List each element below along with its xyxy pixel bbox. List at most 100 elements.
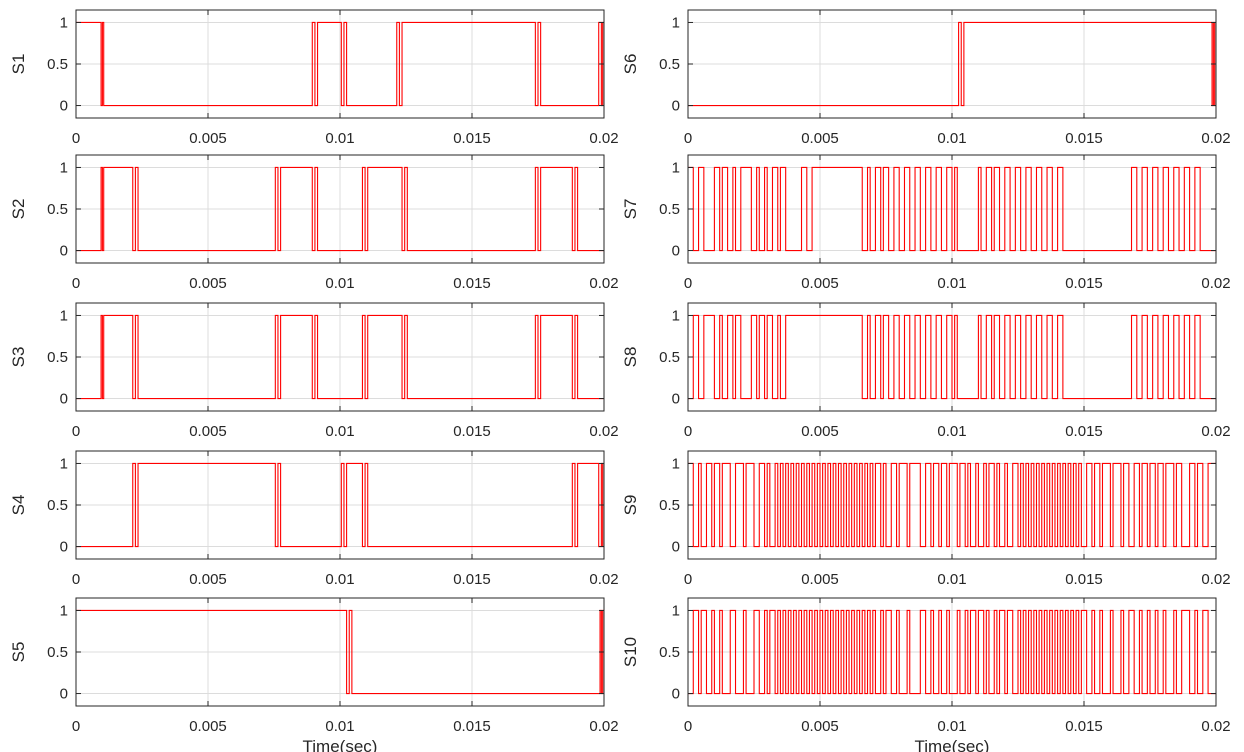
y-tick-label: 0: [60, 98, 68, 115]
y-tick-label: 1: [60, 14, 68, 31]
y-tick-label: 1: [60, 307, 68, 324]
subplot-s2: 0 0.005 0.01 0.015 0.02 0 0.5 1 S2: [9, 154, 619, 292]
y-tick-label: 0.5: [659, 56, 680, 73]
x-tick-label: 0.01: [325, 423, 354, 440]
subplot-s10: 0 0.005 0.01 0.015 0.02 0 0.5 1 S10 Time(sec): [621, 597, 1231, 752]
x-tick-label: 0: [72, 571, 80, 588]
x-tick-label: 0.015: [453, 718, 491, 735]
x-tick-label: 0.015: [453, 130, 491, 147]
x-tick-label: 0.005: [801, 423, 839, 440]
subplot-s3: 0 0.005 0.01 0.015 0.02 0 0.5 1 S3: [9, 302, 619, 440]
x-tick-label: 0.01: [937, 571, 966, 588]
y-axis-label: S2: [9, 199, 28, 220]
subplot-s4: 0 0.005 0.01 0.015 0.02 0 0.5 1 S4: [9, 450, 619, 588]
y-axis-label: S6: [621, 54, 640, 75]
x-tick-label: 0: [72, 275, 80, 292]
x-tick-label: 0: [72, 718, 80, 735]
y-axis-label: S3: [9, 347, 28, 368]
x-tick-label: 0.02: [589, 275, 618, 292]
y-tick-label: 0.5: [47, 644, 68, 661]
y-tick-label: 1: [60, 455, 68, 472]
y-axis-label: S7: [621, 199, 640, 220]
x-tick-label: 0.02: [1201, 571, 1230, 588]
y-axis-label: S8: [621, 347, 640, 368]
y-tick-label: 1: [672, 307, 680, 324]
y-axis-label: S10: [621, 637, 640, 667]
x-tick-label: 0: [72, 423, 80, 440]
x-tick-label: 0.005: [189, 718, 227, 735]
y-axis-label: S4: [9, 495, 28, 516]
y-tick-label: 0: [672, 243, 680, 260]
signal-line-s8: [688, 314, 1216, 400]
x-axis-label: Time(sec): [915, 737, 990, 752]
signal-line-s10: [688, 609, 1216, 695]
subplot-s7: 0 0.005 0.01 0.015 0.02 0 0.5 1 S7: [621, 154, 1231, 292]
x-tick-label: 0.01: [325, 718, 354, 735]
x-tick-label: 0.005: [189, 130, 227, 147]
x-tick-label: 0.015: [453, 275, 491, 292]
x-tick-label: 0.02: [1201, 130, 1230, 147]
x-tick-label: 0: [684, 275, 692, 292]
x-tick-label: 0.015: [1065, 718, 1103, 735]
y-axis-label: S9: [621, 495, 640, 516]
x-axis-label: Time(sec): [303, 737, 378, 752]
subplot-s5: 0 0.005 0.01 0.015 0.02 0 0.5 1 S5 Time(sec): [9, 597, 619, 752]
x-tick-label: 0.005: [801, 275, 839, 292]
x-tick-label: 0.015: [1065, 423, 1103, 440]
y-tick-label: 0: [60, 539, 68, 556]
y-tick-label: 0: [672, 686, 680, 703]
x-tick-label: 0.005: [189, 571, 227, 588]
y-axis-label: S1: [9, 54, 28, 75]
x-tick-label: 0.005: [801, 130, 839, 147]
x-tick-label: 0.01: [325, 571, 354, 588]
x-tick-label: 0.02: [589, 423, 618, 440]
x-tick-label: 0: [72, 130, 80, 147]
x-tick-label: 0.005: [189, 275, 227, 292]
y-tick-label: 0.5: [659, 201, 680, 218]
x-tick-label: 0.01: [937, 423, 966, 440]
signal-line-s2: [76, 166, 604, 252]
signal-line-s4: [76, 462, 604, 548]
x-tick-label: 0.01: [325, 275, 354, 292]
y-tick-label: 1: [60, 159, 68, 176]
x-tick-label: 0.02: [1201, 718, 1230, 735]
x-tick-label: 0: [684, 571, 692, 588]
signal-line-s1: [76, 21, 604, 107]
x-tick-label: 0.015: [1065, 571, 1103, 588]
y-tick-label: 1: [60, 602, 68, 619]
x-tick-label: 0.015: [453, 423, 491, 440]
y-tick-label: 0: [672, 539, 680, 556]
subplot-s6: 0 0.005 0.01 0.015 0.02 0 0.5 1 S6: [621, 9, 1231, 147]
subplot-s9: 0 0.005 0.01 0.015 0.02 0 0.5 1 S9: [621, 450, 1231, 588]
y-axis-label: S5: [9, 642, 28, 663]
y-tick-label: 0.5: [47, 201, 68, 218]
y-tick-label: 0.5: [659, 349, 680, 366]
y-tick-label: 0: [60, 391, 68, 408]
x-tick-label: 0.015: [453, 571, 491, 588]
x-tick-label: 0.01: [937, 130, 966, 147]
y-tick-label: 0.5: [47, 56, 68, 73]
signal-line-s3: [76, 314, 604, 400]
x-tick-label: 0.02: [1201, 423, 1230, 440]
y-tick-label: 1: [672, 602, 680, 619]
subplot-s8: 0 0.005 0.01 0.015 0.02 0 0.5 1 S8: [621, 302, 1231, 440]
y-tick-label: 0.5: [659, 644, 680, 661]
x-tick-label: 0.02: [589, 130, 618, 147]
y-tick-label: 1: [672, 159, 680, 176]
x-tick-label: 0: [684, 130, 692, 147]
x-tick-label: 0: [684, 718, 692, 735]
x-tick-label: 0.015: [1065, 130, 1103, 147]
y-tick-label: 0: [60, 243, 68, 260]
y-tick-label: 0: [60, 686, 68, 703]
y-tick-label: 0.5: [659, 497, 680, 514]
x-tick-label: 0.01: [937, 718, 966, 735]
signal-line-s9: [688, 462, 1216, 548]
x-tick-label: 0.02: [589, 571, 618, 588]
subplot-s1: 0 0.005 0.01 0.015 0.02 0 0.5 1 S1: [9, 9, 619, 147]
x-tick-label: 0.005: [801, 571, 839, 588]
y-tick-label: 1: [672, 14, 680, 31]
x-tick-label: 0.01: [325, 130, 354, 147]
signal-line-s7: [688, 166, 1216, 252]
y-tick-label: 0.5: [47, 497, 68, 514]
